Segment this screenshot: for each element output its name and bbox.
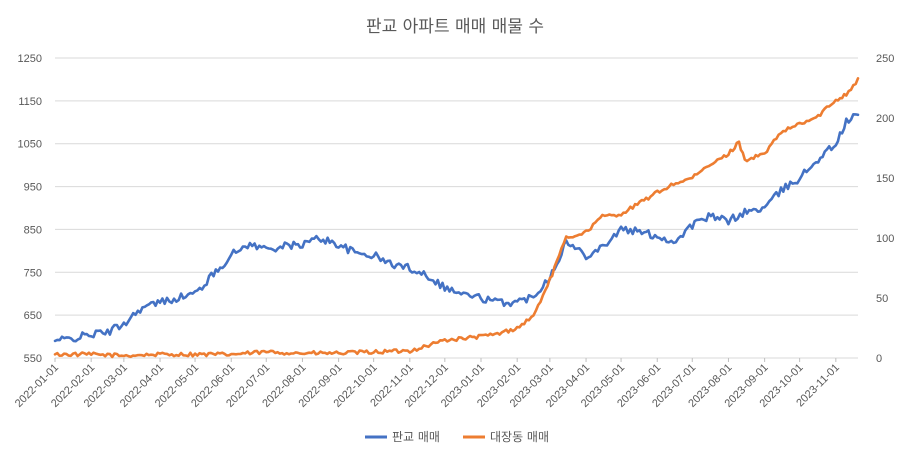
- series-line-daejang: [53, 77, 860, 359]
- y-left-tick-label: 850: [24, 224, 42, 236]
- y-left-tick-label: 1250: [18, 53, 42, 65]
- y-right-tick-label: 100: [876, 233, 894, 245]
- grid-layer: [55, 57, 858, 359]
- y-left-tick-label: 650: [24, 310, 42, 322]
- series-layer: [53, 77, 860, 359]
- y-left-tick-label: 1050: [18, 139, 42, 151]
- x-tick-labels: 2022-01-012022-02-012022-03-012022-04-01…: [13, 358, 842, 410]
- y-right-tick-label: 50: [876, 293, 888, 305]
- y-left-tick-labels: 550 650 750 850 950 1050 1150 1250: [18, 53, 42, 365]
- legend-label-daejang: 대장동 매매: [490, 430, 549, 444]
- y-right-tick-label: 250: [876, 53, 894, 65]
- y-left-tick-label: 950: [24, 182, 42, 194]
- y-left-tick-label: 1150: [18, 96, 42, 108]
- y-left-tick-label: 550: [24, 353, 42, 365]
- chart-title: 판교 아파트 매매 매물 수: [366, 17, 544, 37]
- y-right-tick-label: 0: [876, 353, 882, 365]
- y-right-tick-labels: 0 50 100 150 200 250: [876, 53, 894, 365]
- y-right-tick-label: 150: [876, 173, 894, 185]
- legend-label-pangyo: 판교 매매: [392, 430, 440, 444]
- series-line-pangyo: [53, 113, 860, 343]
- y-right-tick-label: 200: [876, 113, 894, 125]
- legend: 판교 매매 대장동 매매: [365, 430, 549, 444]
- y-left-tick-label: 750: [24, 267, 42, 279]
